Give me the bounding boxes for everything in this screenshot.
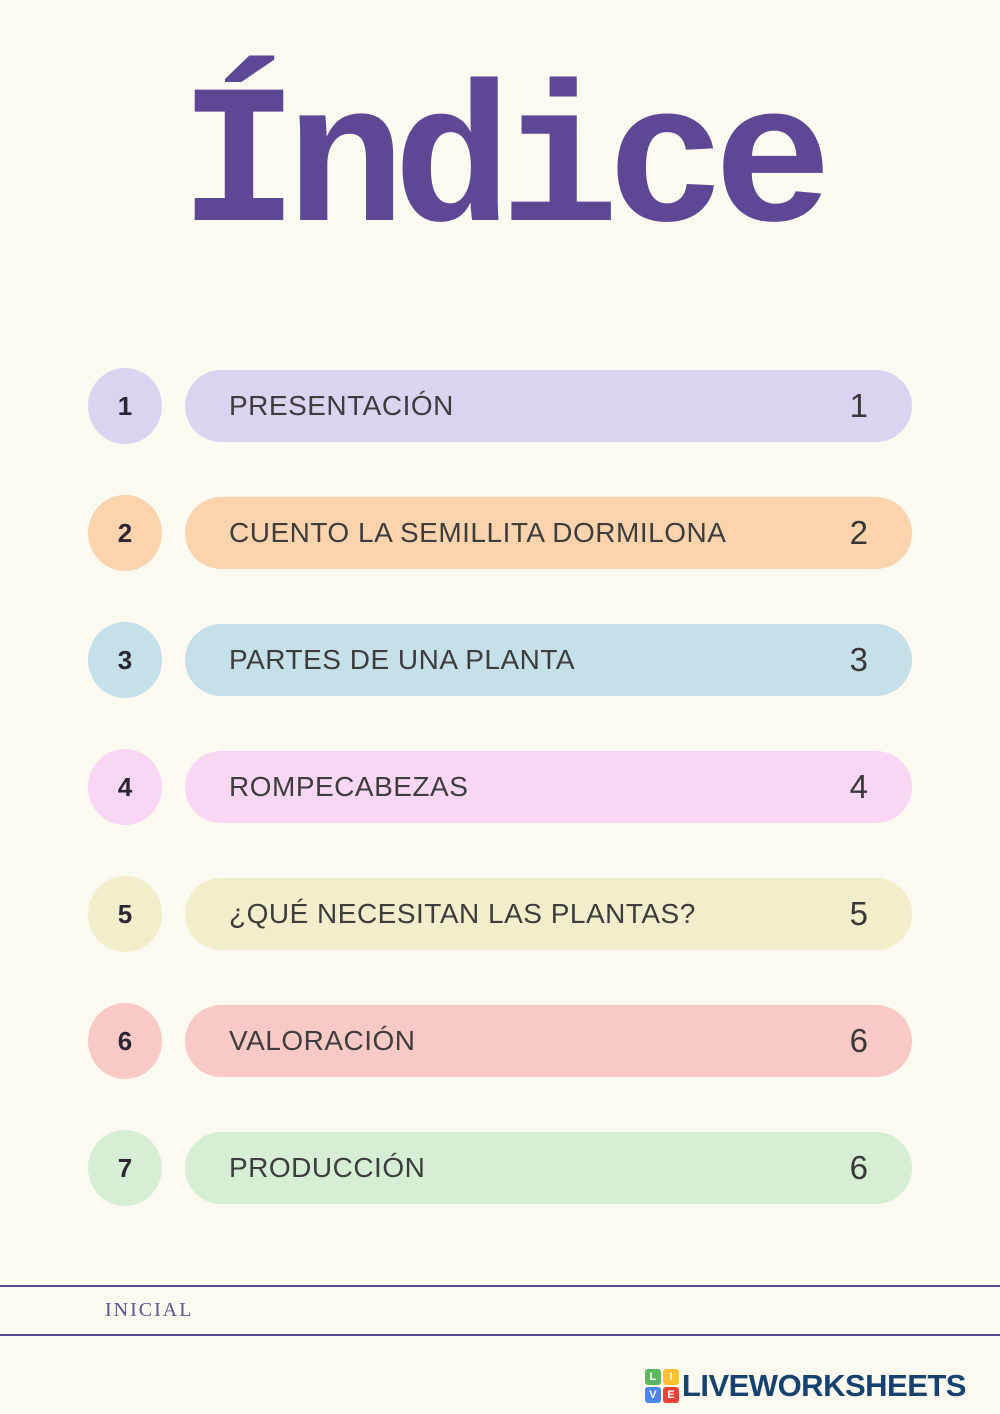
toc-row-cuento: 2 CUENTO LA SEMILLITA DORMILONA 2 <box>0 495 1000 571</box>
row-number-badge: 7 <box>88 1130 162 1206</box>
toc-row-que-necesitan: 5 ¿QUÉ NECESITAN LAS PLANTAS? 5 <box>0 876 1000 952</box>
toc-entry-page-number: 4 <box>849 768 868 805</box>
toc-entry[interactable]: PRESENTACIÓN 1 <box>185 370 912 442</box>
toc-entry-page-number: 2 <box>849 514 868 551</box>
liveworksheets-logo[interactable]: L I V E LIVEWORKSHEETS <box>644 1368 967 1404</box>
liveworksheets-wordmark: LIVEWORKSHEETS <box>681 1368 967 1403</box>
toc-entry-page-number: 3 <box>849 641 868 678</box>
toc-entry-label: ¿QUÉ NECESITAN LAS PLANTAS? <box>229 898 696 929</box>
toc-entry-label: PRESENTACIÓN <box>229 390 454 421</box>
page-title: Índice <box>179 56 833 280</box>
row-number-badge: 2 <box>88 495 162 571</box>
toc-entry[interactable]: ROMPECABEZAS 4 <box>185 751 912 823</box>
footer-rule-top <box>0 1285 1000 1287</box>
toc-entry[interactable]: CUENTO LA SEMILLITA DORMILONA 2 <box>185 497 912 569</box>
toc-entry[interactable]: VALORACIÓN 6 <box>185 1005 912 1077</box>
toc-entry-label: CUENTO LA SEMILLITA DORMILONA <box>229 517 727 548</box>
toc-entry-label: VALORACIÓN <box>229 1025 416 1056</box>
toc-row-presentacion: 1 PRESENTACIÓN 1 <box>0 368 1000 444</box>
toc-entry-page-number: 5 <box>849 895 868 932</box>
row-number-badge: 1 <box>88 368 162 444</box>
logo-square-v: V <box>644 1387 661 1403</box>
row-number-badge: 4 <box>88 749 162 825</box>
toc-entry[interactable]: ¿QUÉ NECESITAN LAS PLANTAS? 5 <box>185 878 912 950</box>
level-label: INICIAL <box>105 1299 194 1321</box>
toc-entry-label: PRODUCCIÓN <box>229 1152 426 1183</box>
toc-row-produccion: 7 PRODUCCIÓN 6 <box>0 1130 1000 1206</box>
logo-square-e: E <box>662 1387 679 1403</box>
toc-row-partes-planta: 3 PARTES DE UNA PLANTA 3 <box>0 622 1000 698</box>
liveworksheets-grid-icon: L I V E <box>644 1369 679 1403</box>
footer-rule-bottom <box>0 1334 1000 1336</box>
toc-row-rompecabezas: 4 ROMPECABEZAS 4 <box>0 749 1000 825</box>
toc-entry-page-number: 1 <box>849 387 868 424</box>
toc-entry-label: PARTES DE UNA PLANTA <box>229 644 576 675</box>
toc-entry[interactable]: PRODUCCIÓN 6 <box>185 1132 912 1204</box>
toc-entry-label: ROMPECABEZAS <box>229 771 469 802</box>
row-number-badge: 3 <box>88 622 162 698</box>
toc-entry[interactable]: PARTES DE UNA PLANTA 3 <box>185 624 912 696</box>
table-of-contents: 1 PRESENTACIÓN 1 2 CUENTO LA SEMILLITA D… <box>0 368 1000 1259</box>
toc-entry-page-number: 6 <box>849 1022 868 1059</box>
row-number-badge: 5 <box>88 876 162 952</box>
logo-square-i: I <box>662 1369 679 1385</box>
row-number-badge: 6 <box>88 1003 162 1079</box>
logo-square-l: L <box>644 1369 661 1385</box>
toc-row-valoracion: 6 VALORACIÓN 6 <box>0 1003 1000 1079</box>
toc-entry-page-number: 6 <box>849 1149 868 1186</box>
